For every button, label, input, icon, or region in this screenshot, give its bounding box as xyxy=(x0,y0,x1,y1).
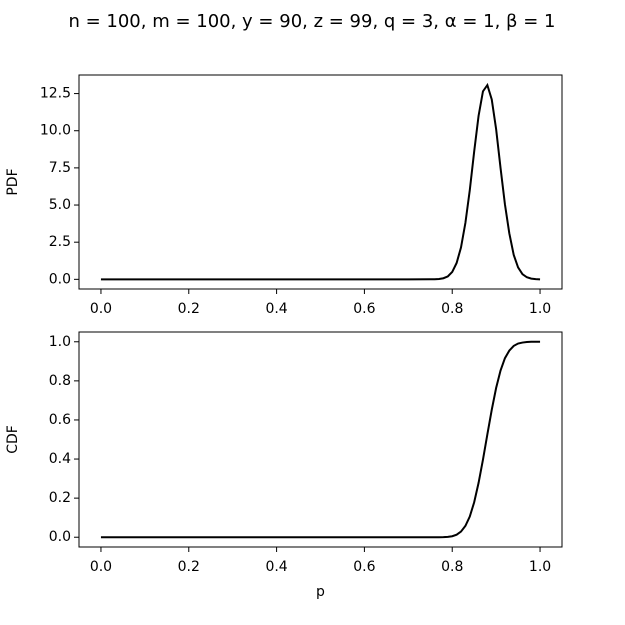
y-tick-label: 1.0 xyxy=(49,334,71,350)
x-tick-label: 0.0 xyxy=(90,301,112,317)
y-tick-label: 0.4 xyxy=(49,451,71,467)
curve xyxy=(100,340,541,539)
y-tick-label: 10.0 xyxy=(40,123,71,139)
y-tick-label: 2.5 xyxy=(49,234,71,250)
y-tick-label: 0.0 xyxy=(49,529,71,545)
y-axis-label: CDF xyxy=(5,425,21,454)
x-tick-label: 1.0 xyxy=(529,301,551,317)
x-tick-label: 0.6 xyxy=(353,301,375,317)
x-tick-label: 0.2 xyxy=(178,559,200,575)
y-tick-label: 0.8 xyxy=(49,373,71,389)
axes-frame xyxy=(78,74,563,290)
axes-frame xyxy=(78,331,563,548)
x-tick-label: 0.4 xyxy=(265,301,287,317)
y-tick-label: 12.5 xyxy=(40,86,71,102)
x-tick-label: 0.8 xyxy=(441,301,463,317)
y-tick-label: 5.0 xyxy=(49,197,71,213)
figure-title: n = 100, m = 100, y = 90, z = 99, q = 3,… xyxy=(68,11,555,32)
x-axis-label: p xyxy=(316,584,325,600)
x-tick-label: 1.0 xyxy=(529,559,551,575)
y-tick-label: 7.5 xyxy=(49,160,71,176)
x-tick-label: 0.2 xyxy=(178,301,200,317)
x-tick-label: 0.6 xyxy=(353,559,375,575)
x-tick-label: 0.4 xyxy=(265,559,287,575)
y-tick-label: 0.6 xyxy=(49,412,71,428)
y-tick-label: 0.2 xyxy=(49,490,71,506)
y-axis-label: PDF xyxy=(5,168,21,195)
y-tick-label: 0.0 xyxy=(49,271,71,287)
x-tick-label: 0.0 xyxy=(90,559,112,575)
x-tick-label: 0.8 xyxy=(441,559,463,575)
curve xyxy=(100,82,541,281)
